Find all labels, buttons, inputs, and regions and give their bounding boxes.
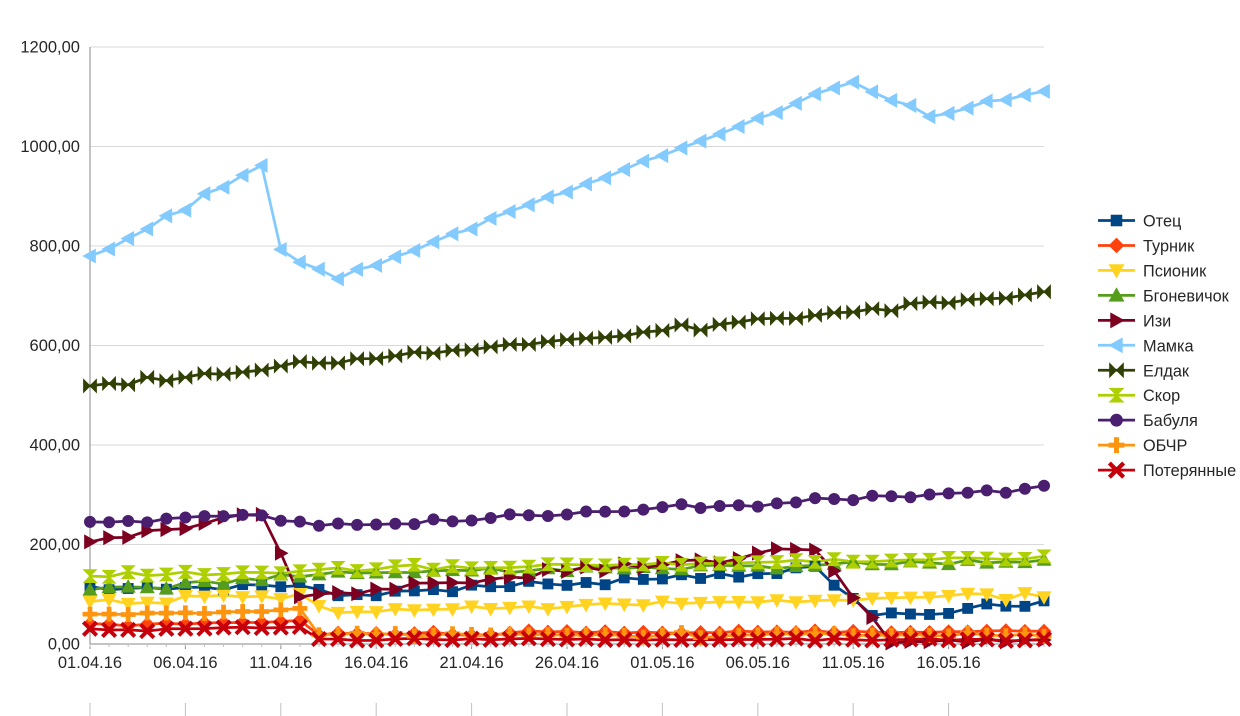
svg-text:Елдак: Елдак bbox=[1143, 362, 1190, 380]
svg-text:11.04.16: 11.04.16 bbox=[249, 654, 312, 672]
svg-text:26.04.16: 26.04.16 bbox=[535, 654, 599, 672]
svg-text:Скор: Скор bbox=[1143, 387, 1180, 405]
svg-text:11.05.16: 11.05.16 bbox=[822, 654, 885, 672]
svg-text:200,00: 200,00 bbox=[30, 536, 80, 554]
svg-text:01.04.16: 01.04.16 bbox=[58, 654, 122, 672]
svg-text:Мамка: Мамка bbox=[1143, 337, 1194, 355]
svg-text:1200,00: 1200,00 bbox=[20, 39, 80, 57]
svg-text:1000,00: 1000,00 bbox=[20, 138, 80, 156]
svg-text:Изи: Изи bbox=[1143, 312, 1171, 330]
svg-text:600,00: 600,00 bbox=[30, 337, 80, 355]
svg-text:Потерянные: Потерянные bbox=[1143, 462, 1236, 480]
svg-text:06.05.16: 06.05.16 bbox=[726, 654, 790, 672]
svg-text:0,00: 0,00 bbox=[48, 636, 80, 654]
svg-text:ОБЧР: ОБЧР bbox=[1143, 437, 1187, 455]
svg-text:Бгоневичок: Бгоневичок bbox=[1143, 287, 1230, 305]
svg-text:400,00: 400,00 bbox=[30, 437, 80, 455]
svg-text:Турник: Турник bbox=[1143, 237, 1195, 255]
svg-text:16.05.16: 16.05.16 bbox=[916, 654, 980, 672]
svg-text:Отец: Отец bbox=[1143, 213, 1181, 231]
svg-text:06.04.16: 06.04.16 bbox=[153, 654, 217, 672]
svg-text:01.05.16: 01.05.16 bbox=[630, 654, 694, 672]
svg-text:800,00: 800,00 bbox=[30, 238, 80, 256]
svg-text:21.04.16: 21.04.16 bbox=[439, 654, 503, 672]
svg-text:Бабуля: Бабуля bbox=[1143, 412, 1198, 430]
svg-text:Псионик: Псионик bbox=[1143, 262, 1207, 280]
svg-text:16.04.16: 16.04.16 bbox=[344, 654, 408, 672]
